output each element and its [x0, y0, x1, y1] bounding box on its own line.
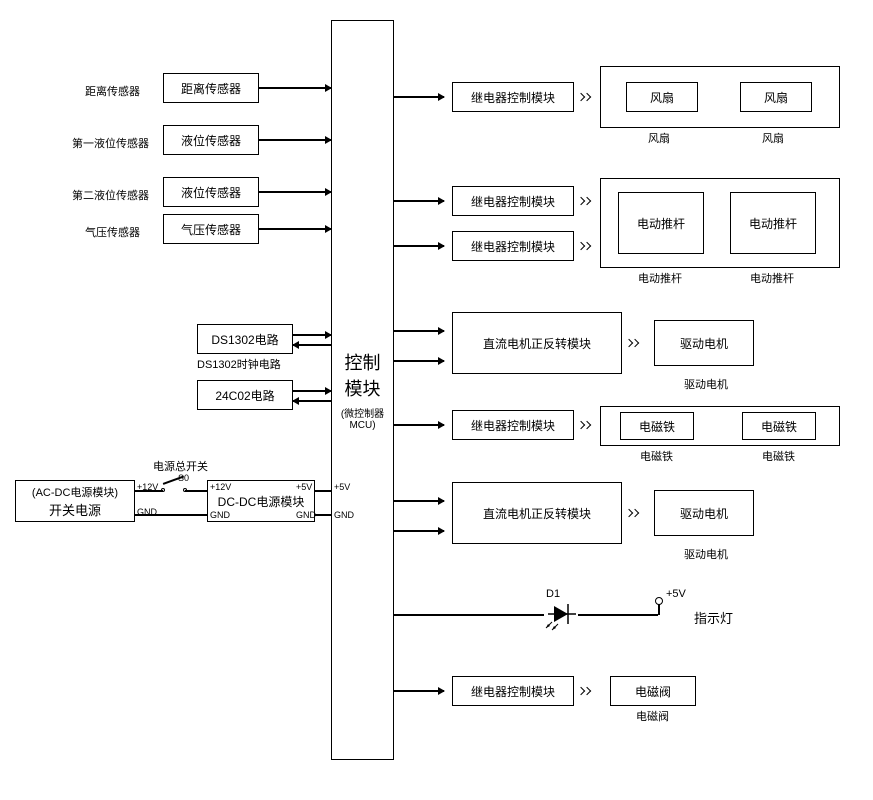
drive2-box: 驱动电机	[654, 490, 754, 536]
led-5v: +5V	[666, 588, 686, 600]
diode-icon	[544, 598, 580, 634]
relay2-box: 继电器控制模块	[452, 186, 574, 216]
act1-box: 电动推杆	[618, 192, 704, 254]
mcu-title: 控制模块	[336, 349, 389, 401]
em2-box: 电磁铁	[742, 412, 816, 440]
wire	[394, 614, 544, 616]
fan2-label: 风扇	[762, 130, 784, 146]
arrow	[259, 139, 331, 141]
arrow	[394, 200, 444, 202]
relay5-box: 继电器控制模块	[452, 410, 574, 440]
arrow	[293, 400, 331, 402]
wire	[135, 514, 207, 516]
em1-box: 电磁铁	[620, 412, 694, 440]
sensor2-label: 第一液位传感器	[72, 135, 149, 151]
mcu-subtitle: (微控制器 MCU)	[336, 405, 389, 431]
arrow	[394, 500, 444, 502]
sensor1-label: 距离传感器	[85, 83, 140, 99]
dcmotor2-box: 直流电机正反转模块	[452, 482, 622, 544]
arrow	[394, 424, 444, 426]
ds1302-label: DS1302时钟电路	[197, 356, 281, 372]
em2-label: 电磁铁	[762, 448, 795, 464]
drive1-box: 驱动电机	[654, 320, 754, 366]
sensor2-box: 液位传感器	[163, 125, 259, 155]
fan1-label: 风扇	[648, 130, 670, 146]
arrow	[293, 390, 331, 392]
acdc-box: (AC-DC电源模块) 开关电源	[15, 480, 135, 522]
gnd-4: GND	[334, 510, 354, 520]
relay3-box: 继电器控制模块	[452, 231, 574, 261]
valve-label: 电磁阀	[636, 708, 669, 724]
arrow	[293, 344, 331, 346]
arrow	[394, 360, 444, 362]
drive2-label: 驱动电机	[684, 546, 728, 562]
act2-box: 电动推杆	[730, 192, 816, 254]
switch-label: 电源总开关	[153, 458, 208, 474]
sensor3-label: 第二液位传感器	[72, 187, 149, 203]
sensor4-box: 气压传感器	[163, 214, 259, 244]
wire	[578, 614, 658, 616]
relay1-box: 继电器控制模块	[452, 82, 574, 112]
wire	[135, 490, 163, 492]
p5v-1: +5V	[296, 482, 312, 492]
ds1302-box: DS1302电路	[197, 324, 293, 354]
gnd-1: GND	[137, 507, 157, 517]
wire	[185, 490, 207, 492]
drive1-label: 驱动电机	[684, 376, 728, 392]
arrow	[259, 191, 331, 193]
arrow	[394, 530, 444, 532]
fan2-box: 风扇	[740, 82, 812, 112]
sensor1-box: 距离传感器	[163, 73, 259, 103]
em1-label: 电磁铁	[640, 448, 673, 464]
arrow	[394, 245, 444, 247]
act1-label: 电动推杆	[638, 270, 682, 286]
gnd-2: GND	[210, 510, 230, 520]
arrow	[394, 96, 444, 98]
eeprom-box: 24C02电路	[197, 380, 293, 410]
arrow	[394, 330, 444, 332]
mcu-block: 控制模块 (微控制器 MCU)	[331, 20, 394, 760]
arrow	[259, 87, 331, 89]
wire	[315, 490, 331, 492]
d1-label: D1	[546, 588, 560, 600]
gnd-3: GND	[296, 510, 316, 520]
sensor3-box: 液位传感器	[163, 177, 259, 207]
wire	[315, 514, 331, 516]
led-label: 指示灯	[694, 608, 733, 627]
arrow	[394, 690, 444, 692]
relay7-box: 继电器控制模块	[452, 676, 574, 706]
p5v-2: +5V	[334, 482, 350, 492]
fan1-box: 风扇	[626, 82, 698, 112]
arrow	[293, 334, 331, 336]
act2-label: 电动推杆	[750, 270, 794, 286]
valve-box: 电磁阀	[610, 676, 696, 706]
dcmotor1-box: 直流电机正反转模块	[452, 312, 622, 374]
sensor4-label: 气压传感器	[85, 224, 140, 240]
p12v-2: +12V	[210, 482, 231, 492]
arrow	[259, 228, 331, 230]
